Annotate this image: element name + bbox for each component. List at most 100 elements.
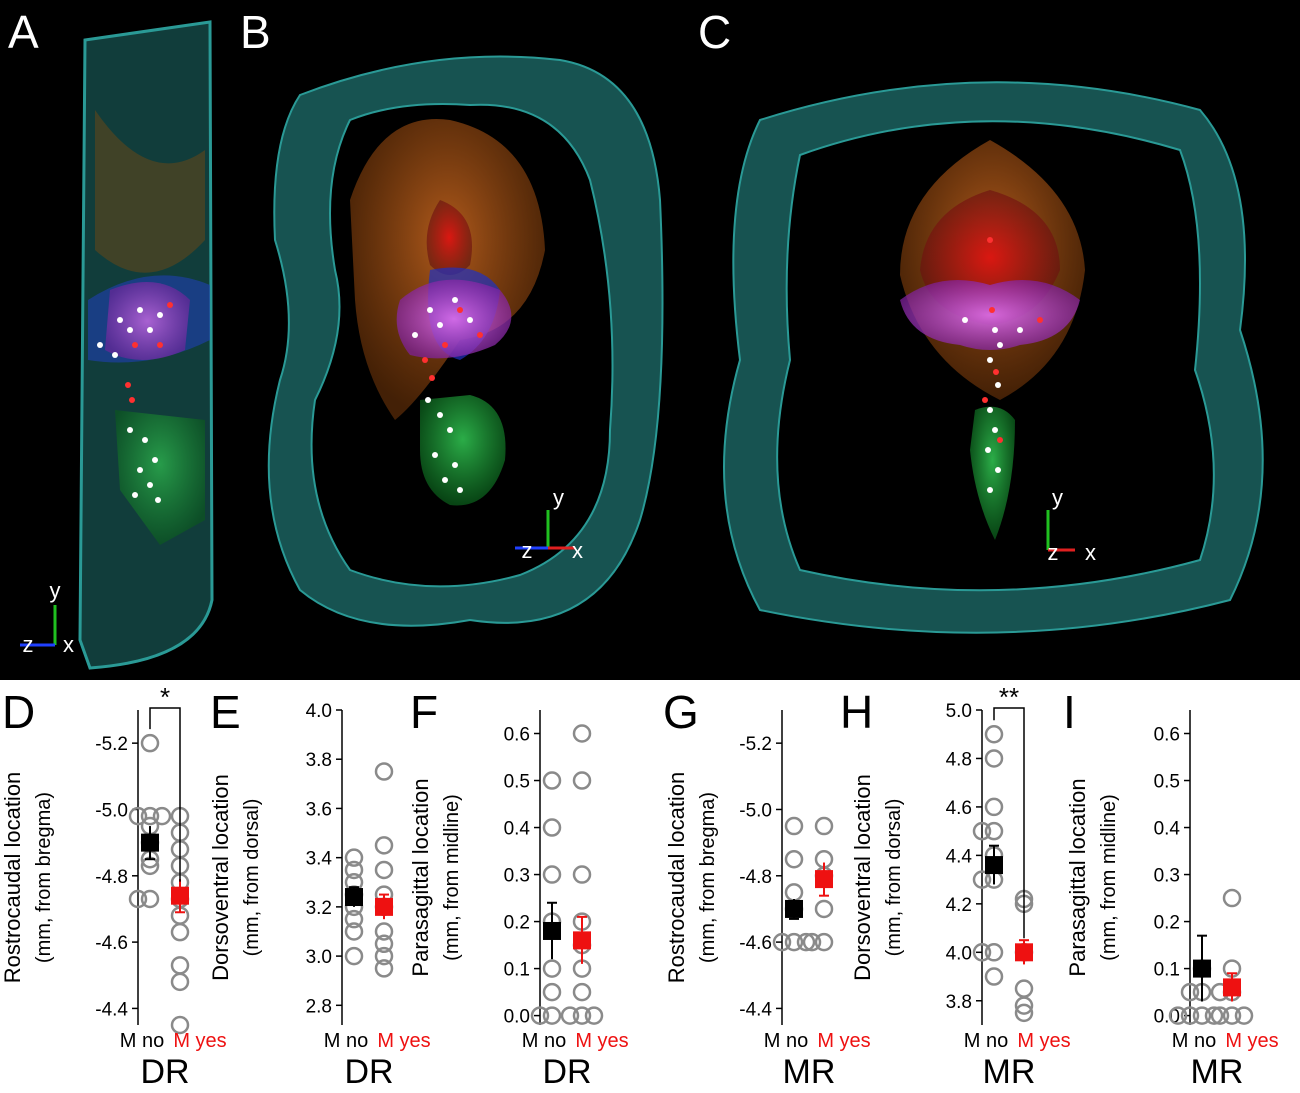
axis-label-y-a: y	[50, 578, 61, 603]
region-magenta-b	[396, 279, 512, 359]
y-tick-label: -5.0	[95, 800, 128, 821]
data-point	[560, 1006, 580, 1025]
data-point	[374, 922, 394, 941]
data-point	[814, 816, 834, 836]
data-point	[1222, 888, 1242, 908]
y-tick-label: 0.2	[504, 913, 530, 934]
category-label: M no	[522, 1030, 566, 1052]
brainstem-outline-c	[723, 81, 1264, 634]
data-point	[170, 956, 190, 975]
data-point	[140, 889, 160, 909]
panel-letter-f: F	[410, 686, 438, 738]
axis-label-z-a: z	[23, 632, 34, 657]
data-point	[984, 943, 1004, 962]
data-point	[814, 932, 834, 952]
data-point	[374, 762, 394, 781]
y-tick-label: 4.6	[946, 798, 972, 819]
category-label: M yes	[1225, 1030, 1278, 1052]
panel-letter-i: I	[1063, 686, 1076, 738]
category-label: M yes	[1017, 1030, 1070, 1052]
y-tick-label: 4.2	[946, 895, 972, 916]
region-label: MR	[983, 1053, 1036, 1091]
chart-h: H Dorsoventral location (mm, from dorsal) 3…	[840, 682, 1071, 1091]
data-point	[542, 771, 562, 790]
axis-label-z-b: z	[522, 538, 533, 563]
render-a: y z x A	[8, 6, 214, 670]
data-point	[1168, 1006, 1188, 1025]
axis-label-x-b: x	[572, 538, 583, 563]
y-tick-label: 0.5	[504, 772, 530, 793]
y-tick-label: 4.4	[946, 846, 973, 867]
mean-marker	[815, 870, 833, 889]
region-label: MR	[1191, 1053, 1244, 1091]
ylabel: Rostrocaudal location	[0, 772, 25, 984]
y-tick-label: -4.8	[95, 867, 128, 888]
data-point	[1210, 1006, 1230, 1025]
y-tick-label: 0.5	[1154, 772, 1180, 793]
ylabel-unit: (mm, from midline)	[1098, 794, 1120, 961]
region-label: DR	[542, 1053, 591, 1091]
data-point	[1204, 1006, 1224, 1025]
y-tick-label: 0.4	[504, 819, 531, 840]
category-label: M no	[120, 1030, 164, 1052]
category-label: M no	[764, 1030, 808, 1052]
data-point	[374, 946, 394, 966]
data-point	[984, 749, 1004, 768]
y-tick-label: 0.6	[1154, 725, 1180, 746]
data-point	[972, 943, 992, 962]
data-point	[374, 934, 394, 954]
y-tick-label: 4.0	[306, 701, 332, 722]
y-tick-label: 4.8	[946, 749, 972, 770]
y-tick-label: 0.6	[504, 725, 530, 746]
data-point	[984, 724, 1004, 744]
ylabel: Dorsoventral location	[850, 774, 875, 981]
mean-marker	[1223, 978, 1241, 997]
y-tick-label: 0.2	[1154, 913, 1180, 934]
data-point	[170, 972, 190, 992]
data-point	[972, 870, 992, 889]
data-point	[1180, 1006, 1200, 1025]
data-point	[374, 959, 394, 978]
panel-letter-d: D	[2, 686, 35, 738]
data-point	[542, 982, 562, 1002]
data-point	[984, 967, 1004, 986]
category-label: M yes	[575, 1030, 628, 1052]
category-label: M yes	[377, 1030, 430, 1052]
data-point	[128, 889, 148, 909]
mean-marker	[1015, 943, 1033, 962]
y-tick-label: -4.6	[739, 933, 772, 954]
y-tick-label: 3.2	[306, 898, 332, 919]
ylabel: Parasagittal location	[408, 778, 433, 976]
significance-bracket	[149, 707, 181, 882]
y-tick-label: 0.1	[504, 960, 530, 981]
data-point	[170, 922, 190, 942]
axis-label-x-c: x	[1085, 540, 1096, 565]
significance-marker: **	[999, 682, 1019, 712]
mean-marker	[141, 833, 159, 852]
y-tick-label: -4.6	[95, 933, 128, 954]
chart-i: I Parasagittal location (mm, from midline)…	[1063, 686, 1279, 1091]
data-point	[542, 865, 562, 884]
axis-label-z-c: z	[1048, 540, 1059, 565]
y-tick-label: 3.8	[306, 750, 332, 771]
category-label: M no	[1172, 1030, 1216, 1052]
ylabel: Parasagittal location	[1065, 778, 1090, 976]
region-green-c	[970, 406, 1015, 540]
ylabel-unit: (mm, from dorsal)	[883, 799, 905, 957]
category-label: M yes	[817, 1030, 870, 1052]
axis-label-y-b: y	[553, 485, 564, 510]
data-point	[1014, 979, 1034, 998]
data-point	[784, 849, 804, 869]
data-point	[344, 922, 364, 941]
axis-label-x-a: x	[63, 632, 74, 657]
data-point	[344, 946, 364, 966]
chart-d: D Rostrocaudal location (mm, from bregma) -…	[0, 682, 227, 1091]
region-green-b	[420, 395, 506, 506]
data-point	[1014, 996, 1034, 1015]
y-tick-label: -4.8	[739, 867, 772, 888]
data-point	[572, 771, 592, 790]
data-point	[572, 1006, 592, 1025]
panel-letter-g: G	[663, 686, 699, 738]
y-tick-label: -4.4	[95, 999, 128, 1020]
mean-marker	[985, 856, 1003, 875]
